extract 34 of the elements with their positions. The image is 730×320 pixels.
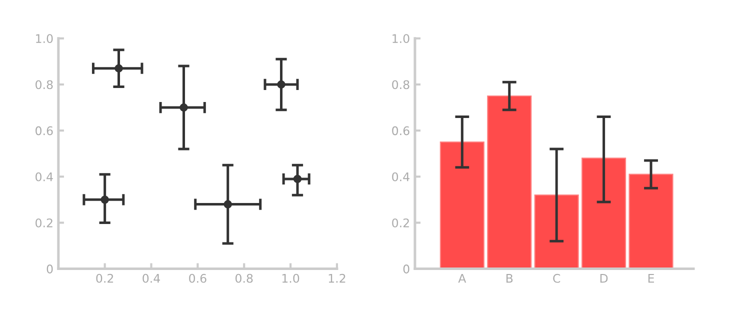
y-tick-label: 0.8 — [392, 80, 410, 90]
point — [277, 80, 286, 89]
point — [100, 196, 109, 204]
x-tick-label: B — [506, 274, 513, 283]
y-tick-label: 0.2 — [392, 218, 409, 228]
x-tick-label: 0.8 — [235, 274, 253, 283]
y-tick-label: 0.6 — [36, 126, 53, 136]
y-tick-label: 0.6 — [392, 126, 410, 136]
x-tick-label: 0.2 — [96, 274, 114, 283]
x-tick-label: E — [648, 274, 654, 283]
bar — [534, 194, 579, 269]
bar — [440, 142, 484, 269]
point — [180, 103, 188, 112]
x-tick-label: A — [458, 274, 466, 283]
x-tick-label: 1.2 — [328, 274, 346, 283]
y-tick-label: 0.4 — [392, 172, 410, 182]
bar — [628, 174, 674, 269]
y-tick-label: 1.0 — [36, 34, 53, 44]
y-tick-label: 0.4 — [36, 172, 53, 182]
bar — [487, 95, 532, 269]
point — [293, 174, 302, 184]
point — [224, 200, 232, 208]
x-tick-label: 0.4 — [142, 274, 160, 283]
point — [114, 64, 123, 72]
x-tick-label: C — [553, 274, 560, 283]
x-tick-label: 1.0 — [282, 274, 300, 283]
x-tick-label: 0.6 — [189, 274, 206, 283]
bar — [582, 158, 626, 269]
y-tick-label: 0 — [46, 264, 53, 274]
x-tick-label: D — [600, 274, 608, 283]
y-tick-label: 0 — [403, 264, 410, 274]
y-tick-label: 1.0 — [392, 34, 410, 44]
y-tick-label: 0.8 — [36, 80, 53, 90]
y-tick-label: 0.2 — [36, 218, 52, 228]
